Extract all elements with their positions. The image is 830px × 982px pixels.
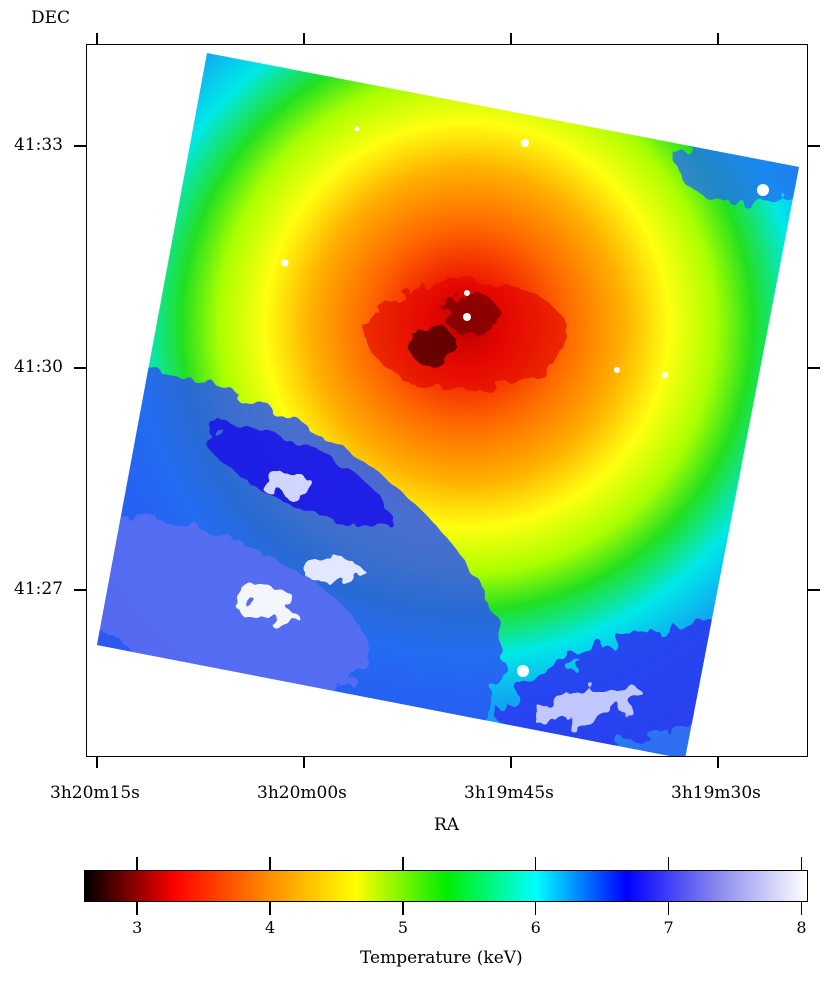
x-tick-label: 3h20m15s: [50, 783, 140, 803]
x-tick-mark: [96, 33, 98, 45]
x-tick-mark: [303, 33, 305, 45]
x-tick-mark: [717, 33, 719, 45]
colorbar: [84, 870, 808, 902]
colorbar-tick-mark: [534, 902, 537, 915]
y-tick-label: 41:33: [14, 135, 63, 155]
y-tick-mark: [808, 145, 820, 147]
y-tick-label: 41:30: [14, 357, 63, 377]
x-tick-mark: [96, 756, 98, 768]
colorbar-tick-label: 3: [132, 918, 143, 937]
colorbar-tick-mark: [136, 902, 138, 915]
x-tick-mark: [510, 33, 512, 45]
colorbar-tick-label: 8: [796, 918, 807, 937]
colorbar-tick-label: 6: [530, 918, 541, 937]
colorbar-tick-mark: [402, 902, 404, 915]
temperature-map: [97, 53, 799, 756]
x-axis-title: RA: [434, 815, 460, 835]
colorbar-tick-mark: [269, 902, 271, 915]
colorbar-tick-mark: [667, 902, 670, 915]
x-tick-label: 3h19m45s: [464, 783, 554, 803]
x-tick-label: 3h20m00s: [257, 783, 347, 803]
colorbar-tick-mark: [534, 857, 537, 870]
x-tick-mark: [510, 756, 512, 768]
colorbar-tick-mark: [667, 857, 670, 870]
colorbar-tick-mark: [269, 857, 271, 870]
colorbar-tick-mark: [136, 857, 138, 870]
colorbar-tick-mark: [800, 857, 803, 870]
colorbar-tick-mark: [402, 857, 404, 870]
y-axis-title: DEC: [31, 8, 71, 28]
colorbar-label: Temperature (keV): [360, 948, 523, 968]
y-tick-mark: [74, 145, 86, 147]
y-tick-mark: [808, 367, 820, 369]
colorbar-tick-mark: [800, 902, 803, 915]
colorbar-tick-label: 4: [264, 918, 276, 937]
y-tick-mark: [74, 367, 86, 369]
y-tick-label: 41:27: [14, 579, 63, 599]
x-tick-mark: [303, 756, 305, 768]
y-tick-mark: [808, 589, 820, 591]
plot-frame: [86, 44, 808, 757]
x-tick-mark: [717, 756, 719, 768]
colorbar-tick-label: 5: [397, 918, 408, 937]
colorbar-tick-label: 7: [663, 918, 674, 937]
x-tick-label: 3h19m30s: [671, 783, 761, 803]
y-tick-mark: [74, 589, 86, 591]
